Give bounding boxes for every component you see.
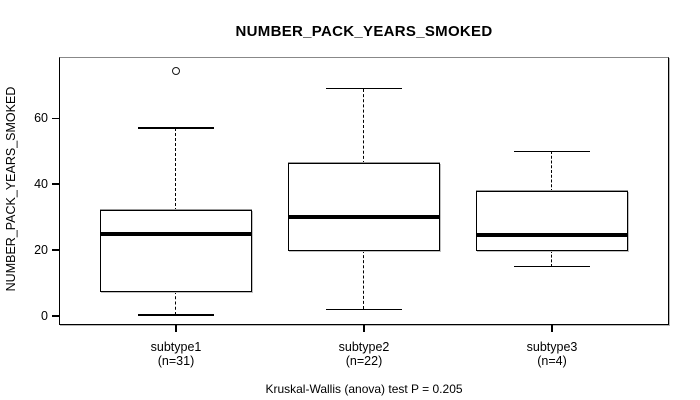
lower-whisker-cap [514, 265, 590, 268]
median-line [100, 231, 252, 236]
x-axis-group-label: subtype1 (n=31) [96, 340, 256, 368]
plot-frame [59, 57, 669, 325]
upper-whisker-line [175, 128, 177, 211]
y-axis-tick [52, 249, 59, 251]
y-axis-tick [52, 183, 59, 185]
group-name: subtype3 [526, 340, 578, 354]
iqr-box [288, 163, 440, 252]
y-axis-tick-label: 60 [34, 111, 48, 126]
chart-title: NUMBER_PACK_YEARS_SMOKED [235, 23, 493, 40]
y-axis-label: NUMBER_PACK_YEARS_SMOKED [4, 86, 18, 292]
lower-whisker-cap [326, 308, 402, 311]
lower-whisker-cap [138, 314, 214, 316]
x-axis-tick [363, 325, 365, 332]
upper-whisker-cap [514, 150, 590, 153]
upper-whisker-cap [138, 127, 214, 129]
y-axis-tick [52, 315, 59, 317]
median-line [476, 233, 628, 238]
group-name: subtype1 [150, 340, 202, 354]
group-name: subtype2 [338, 340, 390, 354]
median-line [288, 215, 440, 220]
x-axis-group-label: subtype2 (n=22) [284, 340, 444, 368]
iqr-box [100, 209, 252, 293]
group-n-count: (n=22) [345, 354, 383, 368]
y-axis-tick [52, 117, 59, 120]
group-n-count: (n=31) [157, 354, 195, 368]
x-axis-tick [175, 325, 177, 332]
x-axis-group-label: subtype3 (n=4) [472, 340, 632, 368]
upper-whisker-line [551, 151, 553, 193]
lower-whisker-line [175, 291, 177, 316]
y-axis-tick-label: 20 [34, 243, 48, 258]
group-n-count: (n=4) [537, 354, 567, 368]
upper-whisker-line [363, 88, 365, 165]
lower-whisker-line [551, 250, 553, 267]
x-axis-tick [551, 325, 553, 332]
y-axis-tick-label: 40 [34, 177, 48, 192]
iqr-box [476, 191, 628, 252]
outlier-point [172, 66, 180, 75]
y-axis-tick-label: 0 [41, 309, 48, 324]
upper-whisker-cap [326, 87, 402, 90]
stat-test-caption: Kruskal-Wallis (anova) test P = 0.205 [265, 382, 463, 396]
lower-whisker-line [363, 250, 365, 310]
